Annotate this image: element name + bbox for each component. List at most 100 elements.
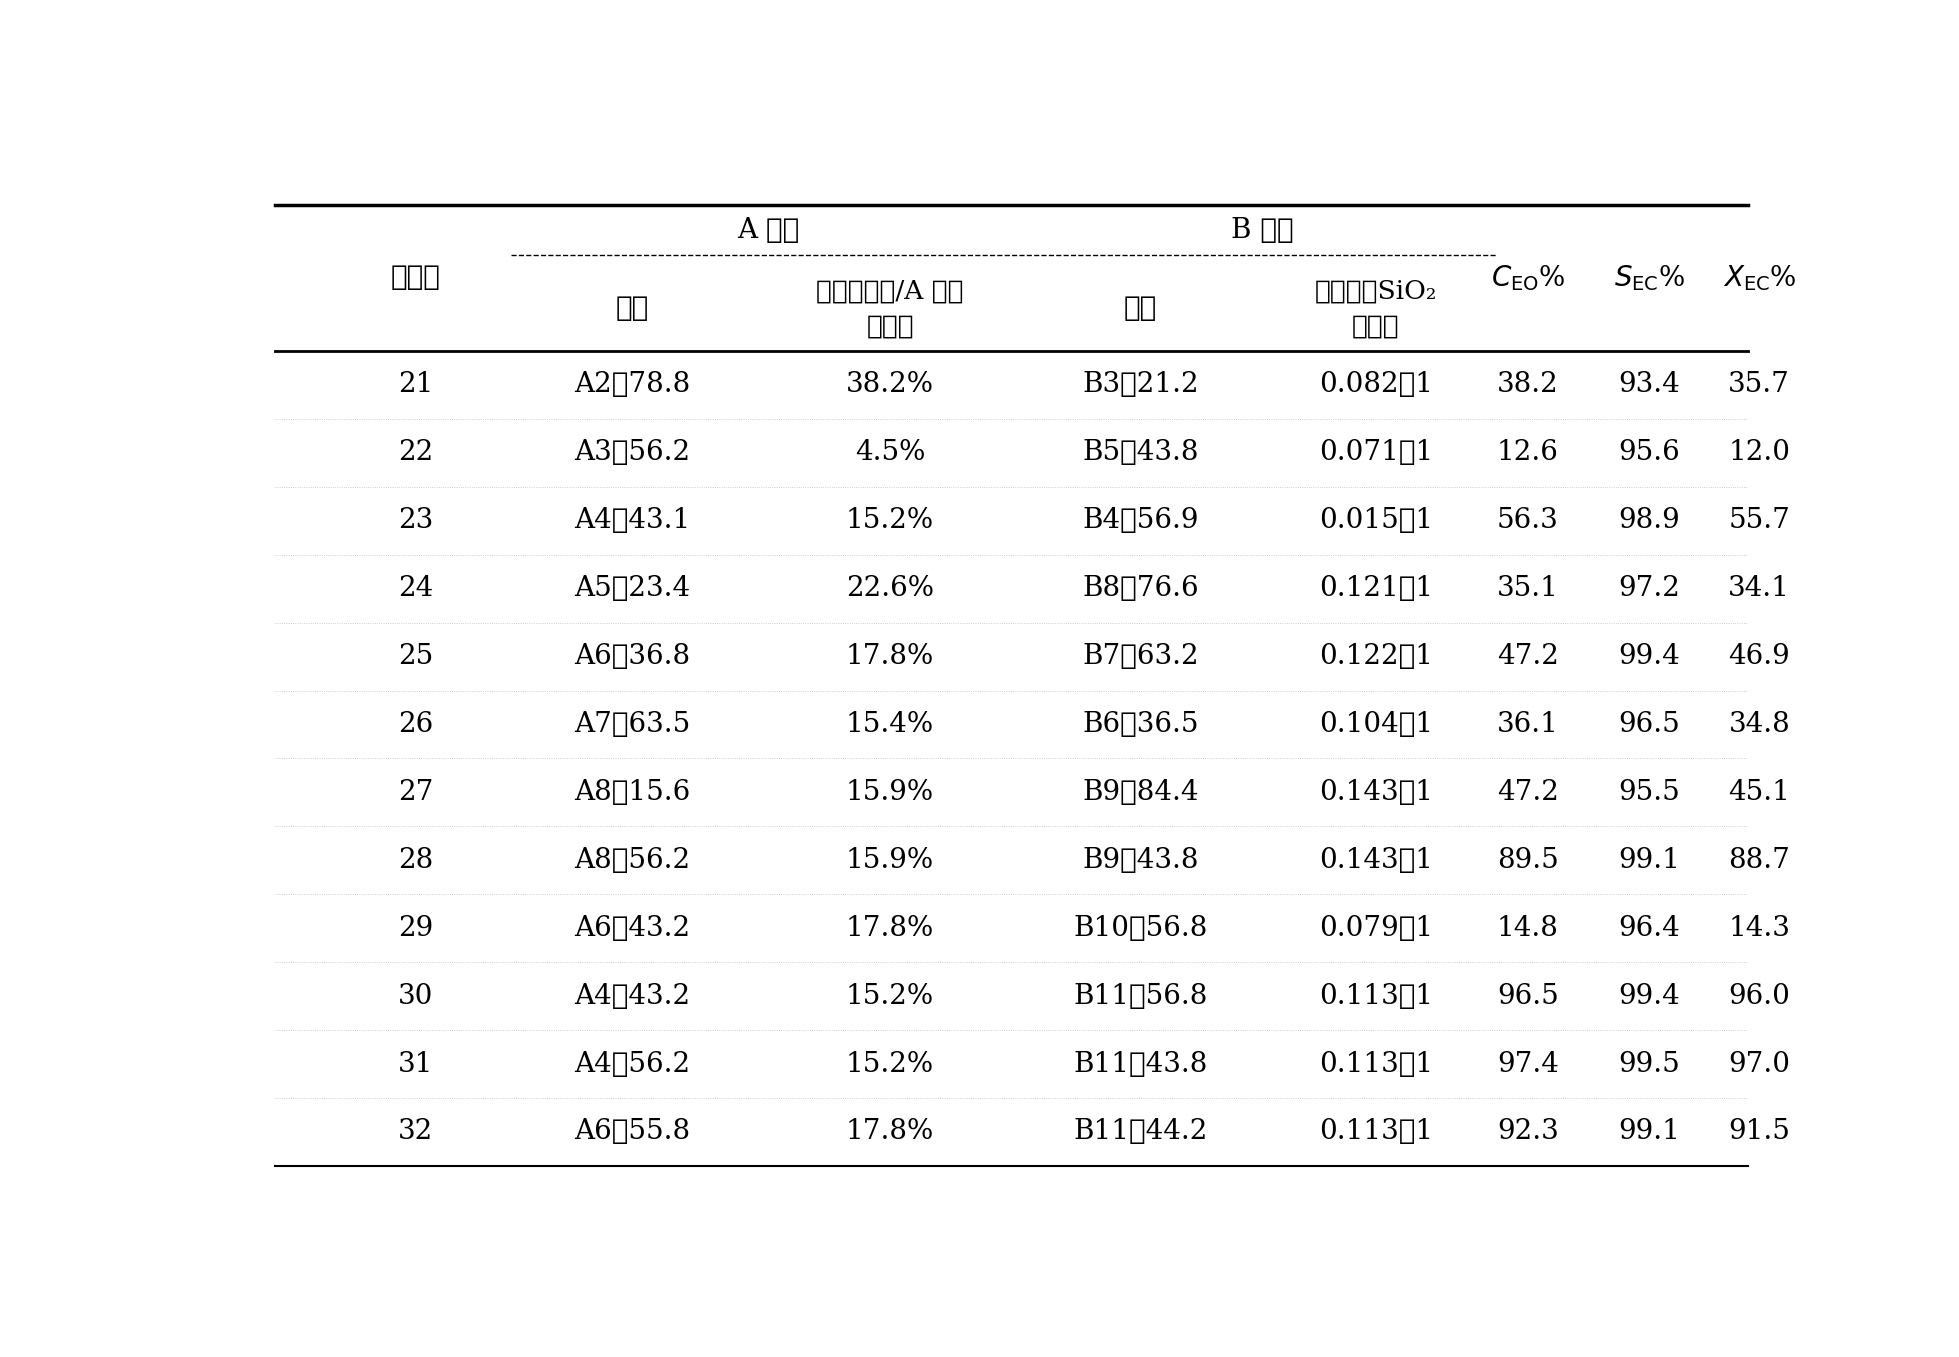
Text: 27: 27 xyxy=(398,779,433,806)
Text: 46.9: 46.9 xyxy=(1728,643,1791,670)
Text: 24: 24 xyxy=(398,575,433,603)
Text: 38.2%: 38.2% xyxy=(846,372,934,399)
Text: 15.4%: 15.4% xyxy=(846,711,934,738)
Text: 0.121：1: 0.121：1 xyxy=(1318,575,1434,603)
Text: A7：63.5: A7：63.5 xyxy=(574,711,690,738)
Text: 14.8: 14.8 xyxy=(1497,915,1559,942)
Text: 17.8%: 17.8% xyxy=(846,643,934,670)
Text: B4：56.9: B4：56.9 xyxy=(1083,508,1199,535)
Text: 91.5: 91.5 xyxy=(1728,1118,1791,1145)
Text: 96.0: 96.0 xyxy=(1728,982,1791,1010)
Text: 硅酸酯：SiO₂
重量比: 硅酸酯：SiO₂ 重量比 xyxy=(1314,278,1438,338)
Text: 96.5: 96.5 xyxy=(1497,982,1559,1010)
Text: 99.1: 99.1 xyxy=(1618,1118,1681,1145)
Text: 31: 31 xyxy=(398,1050,433,1077)
Text: B3：21.2: B3：21.2 xyxy=(1081,372,1199,399)
Text: 99.4: 99.4 xyxy=(1618,982,1681,1010)
Text: 97.2: 97.2 xyxy=(1618,575,1681,603)
Text: 实施例: 实施例 xyxy=(390,265,441,292)
Text: 份数: 份数 xyxy=(615,294,648,322)
Text: 97.4: 97.4 xyxy=(1497,1050,1559,1077)
Text: 34.8: 34.8 xyxy=(1728,711,1791,738)
Text: 0.113：1: 0.113：1 xyxy=(1318,1118,1434,1145)
Text: B9：84.4: B9：84.4 xyxy=(1083,779,1199,806)
Text: 89.5: 89.5 xyxy=(1497,847,1559,874)
Text: B6：36.5: B6：36.5 xyxy=(1083,711,1199,738)
Text: 99.1: 99.1 xyxy=(1618,847,1681,874)
Text: 0.104：1: 0.104：1 xyxy=(1318,711,1434,738)
Text: $\mathit{S}_{\rm EC}$%: $\mathit{S}_{\rm EC}$% xyxy=(1614,263,1685,293)
Text: 38.2: 38.2 xyxy=(1497,372,1559,399)
Text: 15.2%: 15.2% xyxy=(846,982,934,1010)
Text: 99.5: 99.5 xyxy=(1618,1050,1681,1077)
Text: $\mathit{C}_{\rm EO}$%: $\mathit{C}_{\rm EO}$% xyxy=(1491,263,1565,293)
Text: 45.1: 45.1 xyxy=(1728,779,1791,806)
Text: A2：78.8: A2：78.8 xyxy=(574,372,690,399)
Text: 92.3: 92.3 xyxy=(1497,1118,1559,1145)
Text: 32: 32 xyxy=(398,1118,433,1145)
Text: 17.8%: 17.8% xyxy=(846,1118,934,1145)
Text: 15.2%: 15.2% xyxy=(846,508,934,535)
Text: 35.1: 35.1 xyxy=(1497,575,1559,603)
Text: 0.143：1: 0.143：1 xyxy=(1318,847,1432,874)
Text: 96.4: 96.4 xyxy=(1618,915,1681,942)
Text: 0.122：1: 0.122：1 xyxy=(1318,643,1432,670)
Text: 12.6: 12.6 xyxy=(1497,440,1559,467)
Text: B8：76.6: B8：76.6 xyxy=(1081,575,1199,603)
Text: 0.071：1: 0.071：1 xyxy=(1318,440,1434,467)
Text: 47.2: 47.2 xyxy=(1497,779,1559,806)
Text: 0.143：1: 0.143：1 xyxy=(1318,779,1432,806)
Text: A4：43.1: A4：43.1 xyxy=(574,508,690,535)
Text: A6：36.8: A6：36.8 xyxy=(574,643,690,670)
Text: B11：43.8: B11：43.8 xyxy=(1074,1050,1209,1077)
Text: 88.7: 88.7 xyxy=(1728,847,1791,874)
Text: B10：56.8: B10：56.8 xyxy=(1074,915,1209,942)
Text: 95.5: 95.5 xyxy=(1618,779,1681,806)
Text: 0.082：1: 0.082：1 xyxy=(1318,372,1432,399)
Text: 95.6: 95.6 xyxy=(1618,440,1681,467)
Text: B11：56.8: B11：56.8 xyxy=(1074,982,1209,1010)
Text: A4：43.2: A4：43.2 xyxy=(574,982,690,1010)
Text: A3：56.2: A3：56.2 xyxy=(574,440,690,467)
Text: $\mathit{X}_{\rm EC}$%: $\mathit{X}_{\rm EC}$% xyxy=(1722,263,1796,293)
Text: 56.3: 56.3 xyxy=(1497,508,1559,535)
Text: 28: 28 xyxy=(398,847,433,874)
Text: 15.9%: 15.9% xyxy=(846,779,934,806)
Text: B 组份: B 组份 xyxy=(1230,217,1293,244)
Text: 22.6%: 22.6% xyxy=(846,575,934,603)
Text: A8：56.2: A8：56.2 xyxy=(574,847,690,874)
Text: 金属硅酸盐/A 组份
重量比: 金属硅酸盐/A 组份 重量比 xyxy=(817,278,964,338)
Text: 4.5%: 4.5% xyxy=(854,440,925,467)
Text: A8：15.6: A8：15.6 xyxy=(574,779,690,806)
Text: 15.2%: 15.2% xyxy=(846,1050,934,1077)
Text: 47.2: 47.2 xyxy=(1497,643,1559,670)
Text: 55.7: 55.7 xyxy=(1728,508,1791,535)
Text: 98.9: 98.9 xyxy=(1618,508,1681,535)
Text: A6：43.2: A6：43.2 xyxy=(574,915,690,942)
Text: 93.4: 93.4 xyxy=(1618,372,1681,399)
Text: 34.1: 34.1 xyxy=(1728,575,1791,603)
Text: 12.0: 12.0 xyxy=(1728,440,1791,467)
Text: 17.8%: 17.8% xyxy=(846,915,934,942)
Text: B9：43.8: B9：43.8 xyxy=(1083,847,1199,874)
Text: 15.9%: 15.9% xyxy=(846,847,934,874)
Text: 14.3: 14.3 xyxy=(1728,915,1791,942)
Text: 25: 25 xyxy=(398,643,433,670)
Text: 97.0: 97.0 xyxy=(1728,1050,1791,1077)
Text: 35.7: 35.7 xyxy=(1728,372,1791,399)
Text: 23: 23 xyxy=(398,508,433,535)
Text: 22: 22 xyxy=(398,440,433,467)
Text: A4：56.2: A4：56.2 xyxy=(574,1050,690,1077)
Text: A5：23.4: A5：23.4 xyxy=(574,575,690,603)
Text: 0.015：1: 0.015：1 xyxy=(1318,508,1434,535)
Text: A6：55.8: A6：55.8 xyxy=(574,1118,690,1145)
Text: 0.113：1: 0.113：1 xyxy=(1318,982,1434,1010)
Text: 份数: 份数 xyxy=(1124,294,1158,322)
Text: B11：44.2: B11：44.2 xyxy=(1074,1118,1209,1145)
Text: 96.5: 96.5 xyxy=(1618,711,1681,738)
Text: B7：63.2: B7：63.2 xyxy=(1081,643,1199,670)
Text: 21: 21 xyxy=(398,372,433,399)
Text: A 组份: A 组份 xyxy=(737,217,799,244)
Text: 99.4: 99.4 xyxy=(1618,643,1681,670)
Text: 29: 29 xyxy=(398,915,433,942)
